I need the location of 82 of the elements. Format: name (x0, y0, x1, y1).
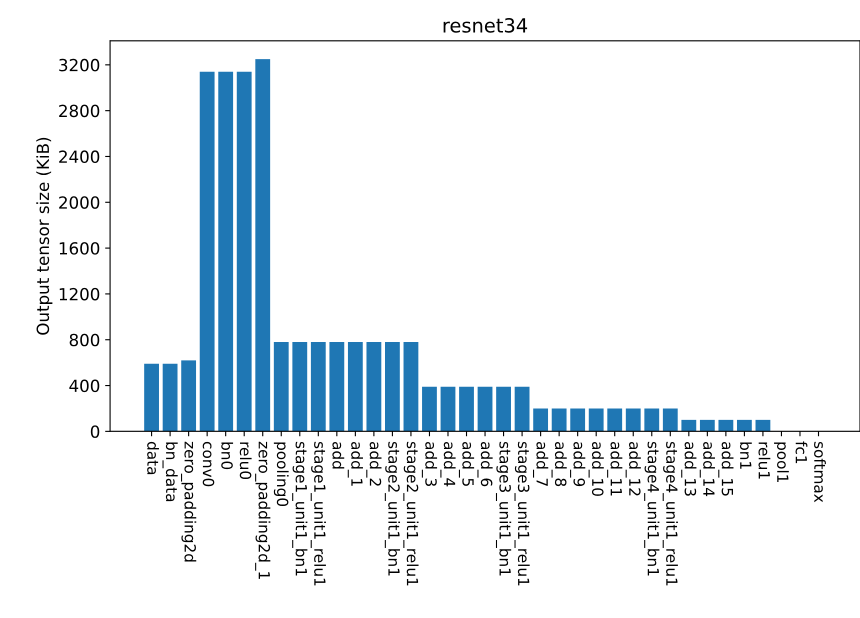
bar (570, 408, 586, 432)
bar (200, 72, 215, 432)
bar (366, 342, 382, 432)
bar (422, 386, 437, 432)
bar (552, 408, 567, 432)
x-tick-label: add_7 (533, 442, 548, 486)
bar (514, 386, 530, 432)
x-tick-label: softmax (814, 442, 826, 502)
x-tick-label: bn0 (221, 442, 234, 470)
bar (662, 408, 678, 432)
x-tick-label: add_8 (552, 442, 567, 486)
x-tick-label: add_1 (348, 442, 363, 486)
bar (478, 386, 492, 432)
bar (496, 386, 511, 432)
x-tick-label: stage3_unit1_relu1 (514, 442, 530, 586)
y-tick-label: 0 (90, 425, 100, 438)
x-tick-label: bn1 (740, 442, 752, 469)
x-tick-label: data (147, 442, 159, 474)
x-tick-label: stage1_unit1_relu1 (310, 442, 326, 586)
y-tick-label: 2800 (59, 104, 100, 118)
bar (440, 386, 456, 432)
y-tick-label: 1200 (60, 288, 100, 300)
bar (700, 420, 715, 432)
x-tick-label: add_5 (458, 442, 474, 486)
x-tick-label: stage4_unit1_bn1 (644, 442, 660, 576)
bar (162, 364, 178, 432)
bar (533, 408, 548, 432)
x-tick-label: add_2 (366, 442, 382, 486)
x-tick-label: add_15 (718, 442, 734, 496)
bar (292, 342, 308, 432)
x-tick-label: add_9 (570, 442, 586, 486)
y-tick-label: 2000 (59, 196, 100, 209)
x-tick-label: stage3_unit1_bn1 (496, 442, 512, 576)
x-tick-label: add (332, 442, 344, 468)
x-tick-label: fc1 (796, 441, 808, 464)
y-tick-label: 800 (70, 334, 100, 346)
bar (348, 342, 363, 432)
x-tick-label: add_13 (681, 442, 696, 496)
y-axis-title: Output tensor size (KiB) (36, 138, 52, 335)
y-tick-label: 2400 (59, 150, 100, 164)
bar (404, 342, 418, 432)
x-tick-label: relu1 (758, 442, 770, 479)
bar (255, 59, 270, 432)
bar (274, 342, 289, 432)
bar (588, 408, 604, 432)
bar (181, 360, 196, 432)
bar (644, 408, 660, 432)
bar (736, 420, 752, 432)
bar (329, 342, 344, 432)
x-tick-label: pool1 (774, 442, 789, 482)
x-tick-label: pooling0 (274, 442, 289, 506)
x-tick-label: stage2_unit1_bn1 (384, 442, 400, 576)
x-tick-label: add_11 (607, 442, 622, 496)
bar (459, 386, 474, 432)
x-tick-label: stage1_unit1_bn1 (292, 442, 308, 576)
y-tick-label: 3200 (59, 58, 100, 72)
y-tick-label: 400 (69, 380, 100, 392)
x-tick-label: add_12 (626, 442, 641, 496)
bar (607, 408, 622, 432)
x-tick-label: stage4_unit1_relu1 (662, 442, 678, 586)
bar (144, 364, 159, 432)
x-tick-label: conv0 (202, 442, 214, 486)
x-tick-label: add_6 (477, 442, 493, 486)
x-tick-label: relu0 (240, 442, 252, 480)
x-tick-label: stage2_unit1_relu1 (403, 442, 419, 586)
x-tick-label: add_10 (588, 442, 604, 496)
bar (756, 420, 770, 432)
bar (718, 420, 734, 432)
x-tick-label: zero_padding2d_1 (255, 442, 270, 579)
bar (236, 72, 252, 432)
y-tick-label: 1600 (60, 242, 100, 255)
x-tick-label: add_4 (440, 442, 456, 486)
chart-title: resnet34 (444, 18, 528, 33)
x-tick-label: add_14 (700, 442, 715, 496)
x-tick-label: zero_padding2d (181, 442, 196, 562)
bar (681, 420, 696, 432)
x-tick-label: add_3 (422, 442, 438, 486)
bar (626, 408, 641, 432)
x-tick-label: bn_data (162, 442, 178, 502)
bar (218, 72, 234, 432)
bar (310, 342, 326, 432)
bar (385, 342, 400, 432)
